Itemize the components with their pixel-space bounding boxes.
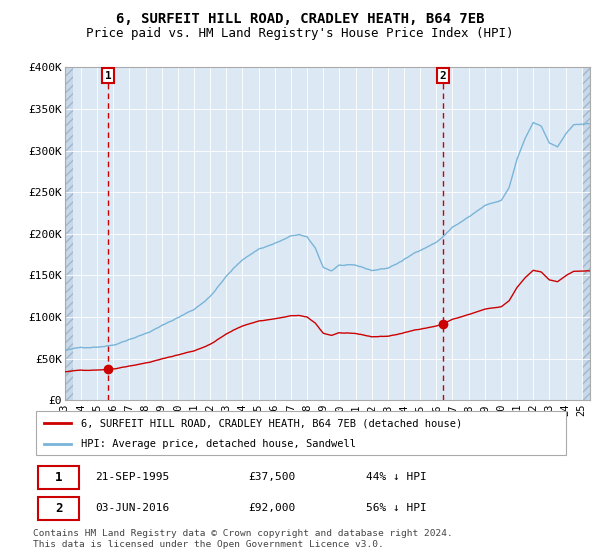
Text: 03-JUN-2016: 03-JUN-2016 <box>95 503 169 514</box>
Text: 56% ↓ HPI: 56% ↓ HPI <box>366 503 427 514</box>
Bar <box>582 67 598 400</box>
Bar <box>65 67 73 400</box>
Text: 1: 1 <box>55 471 62 484</box>
FancyBboxPatch shape <box>38 497 79 520</box>
Text: 2: 2 <box>55 502 62 515</box>
Text: 1: 1 <box>104 71 111 81</box>
Text: Price paid vs. HM Land Registry's House Price Index (HPI): Price paid vs. HM Land Registry's House … <box>86 27 514 40</box>
Text: 2: 2 <box>440 71 446 81</box>
Text: Contains HM Land Registry data © Crown copyright and database right 2024.
This d: Contains HM Land Registry data © Crown c… <box>33 529 453 549</box>
Text: 6, SURFEIT HILL ROAD, CRADLEY HEATH, B64 7EB (detached house): 6, SURFEIT HILL ROAD, CRADLEY HEATH, B64… <box>82 418 463 428</box>
FancyBboxPatch shape <box>35 412 566 455</box>
Text: 21-SEP-1995: 21-SEP-1995 <box>95 473 169 483</box>
Text: £92,000: £92,000 <box>248 503 295 514</box>
Text: 44% ↓ HPI: 44% ↓ HPI <box>366 473 427 483</box>
Text: £37,500: £37,500 <box>248 473 295 483</box>
Text: 6, SURFEIT HILL ROAD, CRADLEY HEATH, B64 7EB: 6, SURFEIT HILL ROAD, CRADLEY HEATH, B64… <box>116 12 484 26</box>
Text: HPI: Average price, detached house, Sandwell: HPI: Average price, detached house, Sand… <box>82 440 356 450</box>
FancyBboxPatch shape <box>38 466 79 489</box>
